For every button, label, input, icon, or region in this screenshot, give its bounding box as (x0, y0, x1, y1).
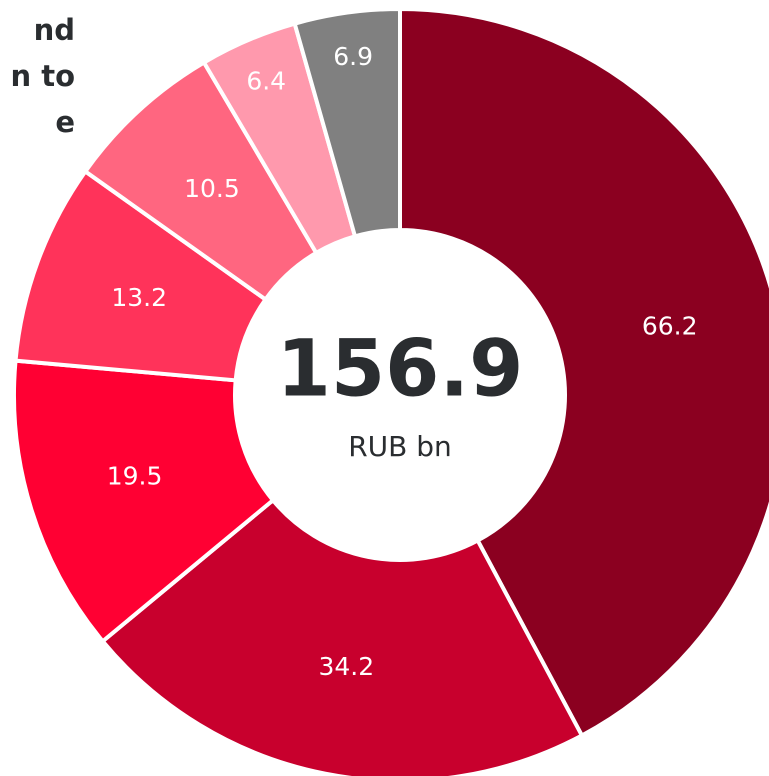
data-label: 66.2 (642, 311, 698, 340)
slice (12, 358, 276, 645)
donut (12, 6, 769, 776)
chart-title: nd (34, 13, 75, 47)
data-label: 6.9 (333, 42, 373, 71)
slice (99, 497, 585, 776)
slice (398, 6, 769, 739)
data-label: 13.2 (111, 283, 167, 312)
total-value: 156.9 (277, 324, 524, 414)
data-label: 10.5 (184, 174, 240, 203)
data-label: 6.4 (246, 66, 286, 95)
unit-label: RUB bn (348, 430, 452, 463)
slice (292, 6, 402, 239)
chart-title: e (55, 105, 75, 139)
chart-title: n to (10, 59, 75, 93)
data-label: 34.2 (319, 652, 375, 681)
data-label: 19.5 (107, 462, 163, 491)
